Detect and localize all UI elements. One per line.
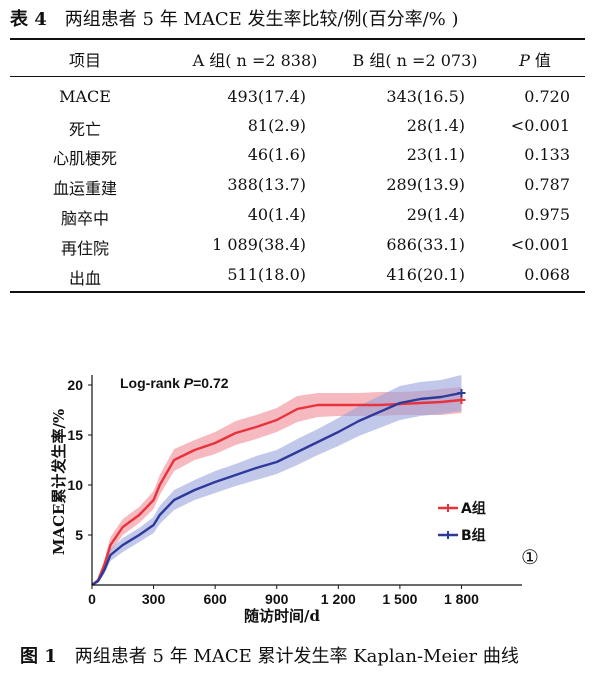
row-p-value: 0.720 <box>524 87 570 106</box>
row-item: 血运重建 <box>52 179 117 198</box>
tick-labels: 0 300 600 900 1 200 1 500 1 800 5 10 15 20 <box>67 377 479 607</box>
table-title-text: 两组患者 5 年 MACE 发生率比较/例(百分率/% ) <box>64 9 459 30</box>
legend: A组 B组 <box>438 500 486 544</box>
x-tick-label: 1 200 <box>321 591 356 607</box>
figure-caption-text: 两组患者 5 年 MACE 累计发生率 Kaplan-Meier 曲线 <box>74 646 519 667</box>
row-p-value: 0.133 <box>524 145 570 164</box>
x-tick-label: 0 <box>88 591 96 607</box>
km-chart: 0 300 600 900 1 200 1 500 1 800 5 10 15 20 Log-ran… <box>50 375 539 625</box>
row-group-b: 28(1.4) <box>406 116 465 135</box>
x-tick-label: 1 800 <box>444 591 479 607</box>
y-tick-label: 15 <box>67 427 83 443</box>
table-label: 表 4 <box>10 9 47 30</box>
axes <box>88 375 522 589</box>
legend-b-label: B组 <box>461 527 486 544</box>
bottom-rule <box>10 291 585 293</box>
confidence-bands <box>92 375 462 585</box>
row-group-a: 388(13.7) <box>227 175 306 194</box>
series-a-line <box>91 398 462 586</box>
header-group-b: B 组( n =2 073) <box>352 51 478 70</box>
header-p-symbol: P <box>519 51 530 70</box>
row-group-a: 493(17.4) <box>227 87 306 106</box>
x-axis-label: 随访时间/d <box>244 607 320 625</box>
header-p-value: P 值 <box>500 47 570 71</box>
figure-label: 图 1 <box>20 646 57 667</box>
row-group-b: 289(13.9) <box>386 175 465 194</box>
y-tick-label: 5 <box>75 527 83 543</box>
header-item: 项目 <box>68 51 101 70</box>
row-item: MACE <box>59 87 111 106</box>
row-item: 心肌梗死 <box>52 149 117 168</box>
series-lines <box>91 389 466 587</box>
series-b-ci-band <box>92 375 462 585</box>
row-group-a: 1 089(38.4) <box>212 235 306 254</box>
y-tick-label: 20 <box>67 377 83 393</box>
table-title: 表 4 两组患者 5 年 MACE 发生率比较/例(百分率/% ) <box>10 5 458 31</box>
row-group-a: 46(1.6) <box>247 145 306 164</box>
x-tick-label: 300 <box>142 591 166 607</box>
header-rule <box>10 76 585 77</box>
x-tick-label: 1 500 <box>382 591 417 607</box>
row-item: 再住院 <box>60 239 109 258</box>
top-rule <box>10 38 585 40</box>
row-p-value: 0.975 <box>524 205 570 224</box>
row-group-b: 686(33.1) <box>386 235 465 254</box>
row-group-b: 29(1.4) <box>406 205 465 224</box>
row-group-b: 23(1.1) <box>406 145 465 164</box>
row-item: 出血 <box>68 269 101 288</box>
figure-caption: 图 1 两组患者 5 年 MACE 累计发生率 Kaplan-Meier 曲线 <box>20 642 519 668</box>
row-group-a: 81(2.9) <box>247 116 306 135</box>
panel-marker: ① <box>521 545 539 569</box>
legend-a-label: A组 <box>461 500 486 517</box>
row-group-b: 416(20.1) <box>386 265 465 284</box>
y-axis-label: MACE累计发生率/% <box>50 409 68 555</box>
row-item: 死亡 <box>68 120 101 139</box>
row-group-a: 511(18.0) <box>227 265 306 284</box>
y-tick-label: 10 <box>67 477 83 493</box>
logrank-annotation: Log-rank P=0.72 <box>120 375 229 391</box>
header-p-suffix: 值 <box>529 51 551 70</box>
x-tick-label: 900 <box>265 591 289 607</box>
header-group-a: A 组( n =2 838) <box>192 51 318 70</box>
x-tick-label: 600 <box>203 591 227 607</box>
row-p-value: 0.787 <box>524 175 570 194</box>
row-group-a: 40(1.4) <box>247 205 306 224</box>
series-b-line <box>91 391 462 587</box>
row-p-value: <0.001 <box>510 235 570 254</box>
row-p-value: <0.001 <box>510 116 570 135</box>
row-group-b: 343(16.5) <box>386 87 465 106</box>
row-item: 脑卒中 <box>60 209 109 228</box>
row-p-value: 0.068 <box>524 265 570 284</box>
